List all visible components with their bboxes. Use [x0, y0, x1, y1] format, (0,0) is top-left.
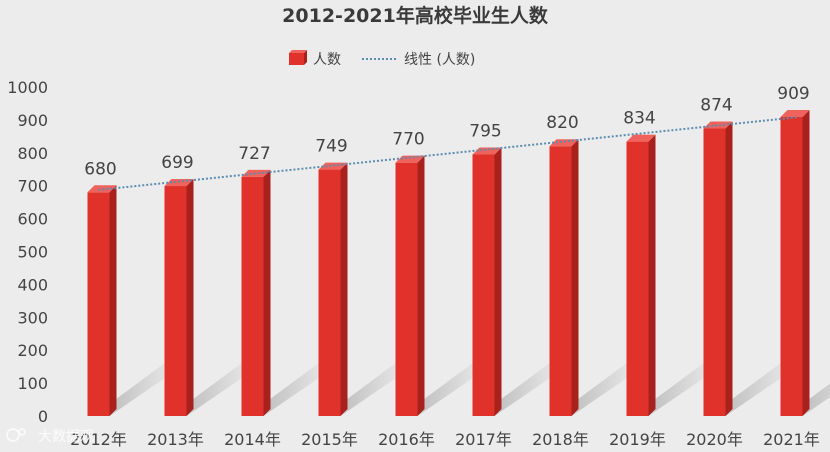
- data-label: 820: [546, 113, 578, 133]
- x-tick-label: 2012年: [70, 430, 127, 449]
- bar-top: [626, 134, 656, 142]
- bar-top: [87, 185, 117, 193]
- bar-top: [549, 139, 579, 147]
- bar-top: [318, 162, 348, 170]
- bar: [241, 169, 271, 416]
- bar-face: [549, 146, 572, 416]
- bar: [626, 134, 656, 416]
- bar-shadow: [648, 361, 719, 416]
- bar-side: [109, 185, 117, 416]
- bar-side: [263, 169, 271, 416]
- watermark-text: 大数据观: [38, 429, 94, 445]
- bar-face: [318, 169, 341, 416]
- bar: [164, 179, 194, 416]
- watermark: 大数据观: [6, 428, 94, 445]
- bar-side: [340, 162, 348, 416]
- bar-shadow: [571, 361, 642, 416]
- legend-label-bars: 人数: [313, 52, 341, 68]
- x-tick-label: 2021年: [763, 430, 820, 449]
- bar-face: [703, 128, 726, 417]
- y-tick-label: 900: [17, 111, 48, 130]
- data-label: 874: [700, 95, 732, 115]
- bar-shadow: [109, 361, 180, 416]
- data-label: 680: [84, 159, 116, 179]
- y-tick-label: 600: [17, 210, 48, 229]
- legend-label-trend: 线性 (人数): [404, 52, 475, 68]
- bar: [549, 139, 579, 416]
- bar-face: [87, 192, 110, 416]
- x-tick-label: 2020年: [686, 430, 743, 449]
- bar-face: [780, 116, 803, 417]
- x-tick-label: 2019年: [609, 430, 666, 449]
- data-label: 795: [469, 121, 501, 141]
- x-tick-label: 2015年: [301, 430, 358, 449]
- data-label: 749: [315, 137, 347, 157]
- legend-bar-swatch: [289, 50, 307, 65]
- chart-title: 2012-2021年高校毕业生人数: [282, 4, 549, 27]
- data-label: 727: [238, 144, 270, 164]
- x-tick-label: 2014年: [224, 430, 281, 449]
- bar-top: [780, 109, 810, 117]
- trend-line: [98, 116, 799, 191]
- bar-face: [395, 162, 418, 416]
- bar-side: [802, 109, 810, 417]
- y-tick-label: 500: [17, 243, 48, 262]
- data-label: 699: [161, 153, 193, 173]
- bar: [780, 109, 810, 417]
- bar: [703, 121, 733, 417]
- bar: [395, 155, 425, 417]
- bar-side: [417, 155, 425, 417]
- y-tick-label: 300: [17, 308, 48, 327]
- bar-side: [725, 121, 733, 416]
- bar-face: [626, 141, 649, 416]
- bar: [472, 147, 502, 416]
- bar-shadow: [340, 361, 411, 416]
- bar-side: [571, 139, 579, 416]
- bar-shadow: [186, 361, 257, 416]
- y-tick-label: 200: [17, 341, 48, 360]
- bar-face: [472, 154, 495, 416]
- bar-top: [241, 169, 271, 177]
- logo-icon: [6, 428, 26, 442]
- x-tick-label: 2016年: [378, 430, 435, 449]
- x-tick-label: 2018年: [532, 430, 589, 449]
- x-tick-label: 2017年: [455, 430, 512, 449]
- bar-face: [241, 176, 264, 416]
- bar-side: [186, 179, 194, 416]
- y-tick-label: 1000: [7, 78, 48, 97]
- bar-face: [164, 186, 187, 416]
- bar-shadow: [417, 361, 488, 416]
- bar: [87, 185, 117, 416]
- bar-shadow: [494, 361, 565, 416]
- bar-shadow: [725, 361, 796, 416]
- bar-side: [494, 147, 502, 416]
- y-tick-label: 100: [17, 374, 48, 393]
- y-tick-label: 0: [38, 407, 48, 426]
- y-tick-label: 700: [17, 177, 48, 196]
- legend: 人数 线性 (人数): [289, 50, 475, 68]
- data-label: 909: [777, 84, 809, 104]
- y-tick-label: 800: [17, 144, 48, 163]
- y-tick-label: 400: [17, 275, 48, 294]
- data-label: 834: [623, 109, 655, 129]
- data-label: 770: [392, 130, 424, 150]
- x-tick-label: 2013年: [147, 430, 204, 449]
- bar-shadow: [263, 361, 334, 416]
- bar-top: [703, 121, 733, 129]
- bar: [318, 162, 348, 416]
- bar-side: [648, 134, 656, 416]
